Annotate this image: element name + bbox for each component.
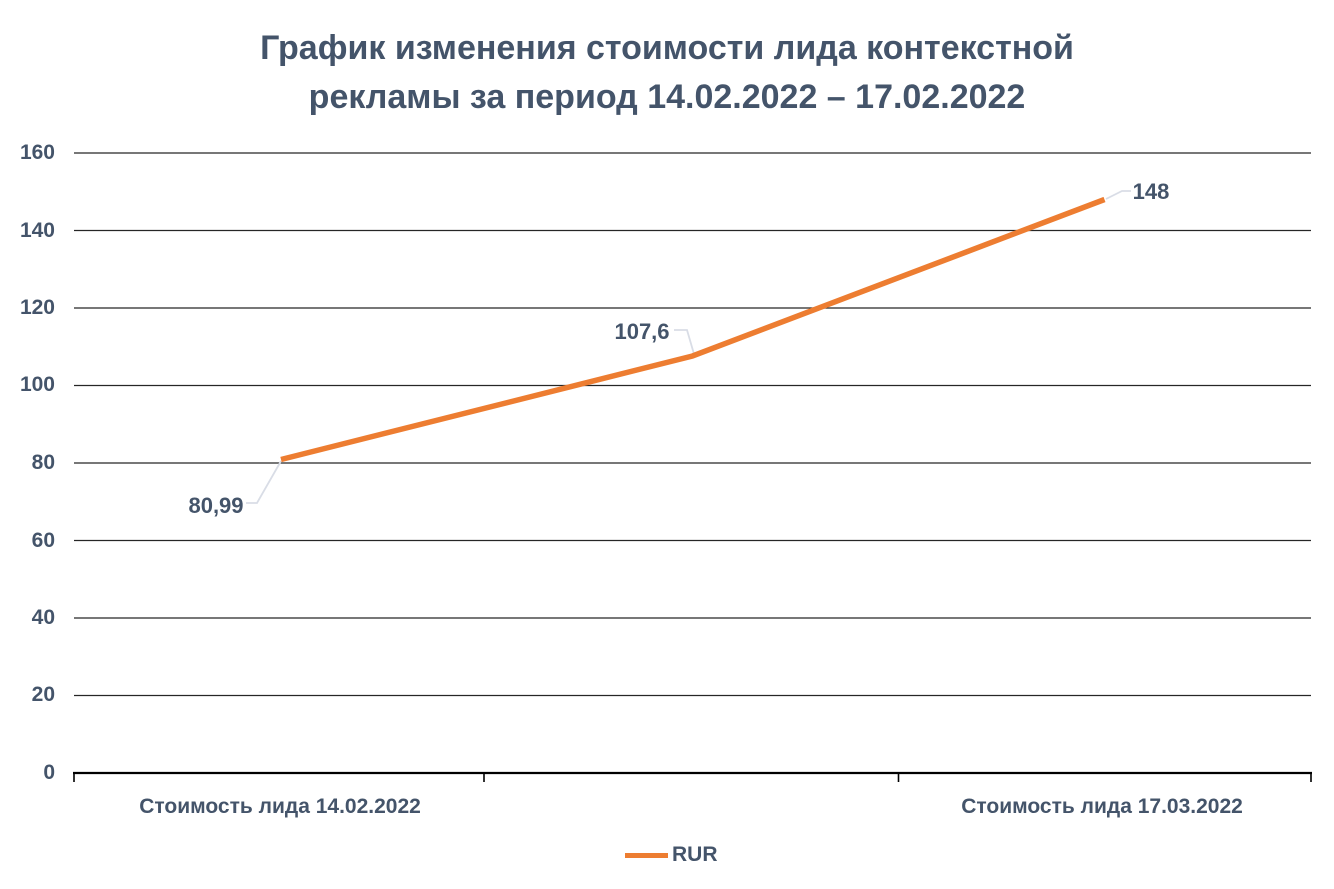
y-tick-label-120: 120 — [19, 296, 55, 319]
series-line-rur — [280, 196, 1106, 463]
leader-lines — [246, 190, 1131, 504]
legend-label-rur: RUR — [672, 843, 718, 866]
y-tick-label-80: 80 — [31, 451, 55, 474]
data-label-3: 148 — [1132, 179, 1170, 204]
leader-line-1 — [246, 460, 282, 504]
x-axis-label-2: Стоимость лида 17.03.2022 — [961, 795, 1243, 818]
chart-title-line2: рекламы за период 14.02.2022 – 17.02.202… — [308, 78, 1026, 116]
y-tick-label-140: 140 — [19, 219, 55, 242]
legend: RUR — [625, 841, 718, 869]
y-tick-label-60: 60 — [31, 529, 55, 552]
y-tick-label-40: 40 — [31, 606, 55, 629]
x-axis-label-1: Стоимость лида 14.02.2022 — [139, 795, 421, 818]
y-tick-label-160: 160 — [19, 141, 55, 164]
gridlines — [74, 152, 1311, 697]
x-axis — [73, 771, 1312, 782]
data-label-2: 107,6 — [614, 319, 670, 344]
legend-line-swatch — [625, 852, 668, 858]
y-tick-label-0: 0 — [43, 761, 55, 784]
data-label-1: 80,99 — [188, 493, 244, 518]
y-tick-label-20: 20 — [31, 683, 55, 706]
y-tick-label-100: 100 — [19, 373, 55, 396]
chart-title-line1: График изменения стоимости лида контекст… — [260, 29, 1074, 67]
chart-title: График изменения стоимости лида контекст… — [0, 24, 1334, 122]
leader-line-2 — [674, 329, 695, 355]
leader-line-3 — [1105, 190, 1131, 200]
